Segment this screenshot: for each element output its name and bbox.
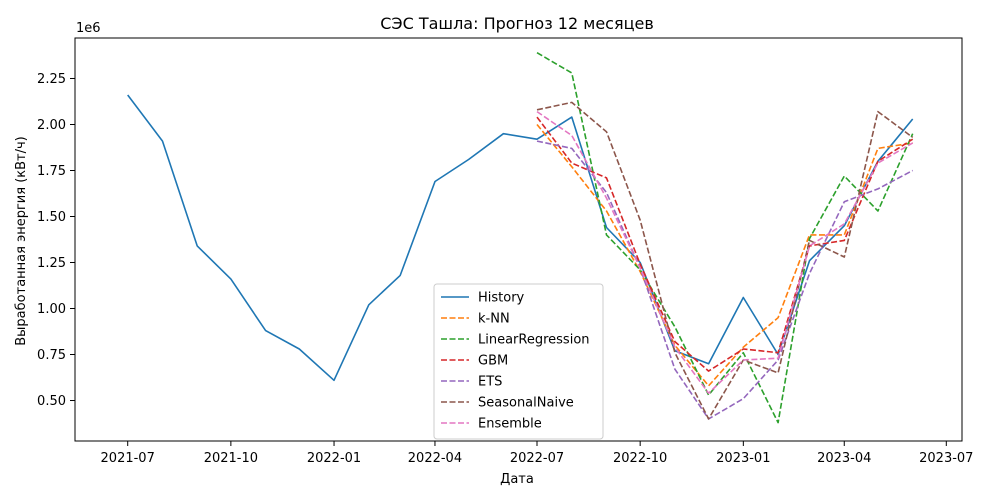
- x-tick-label: 2022-07: [510, 451, 564, 466]
- series-line-ensemble: [536, 110, 914, 395]
- y-tick-label: 1.00: [37, 302, 66, 317]
- legend-entry-label: LinearRegression: [478, 333, 590, 348]
- x-axis: 2021-07 2021-10 2022-01 2022-04 2022-07 2022-…: [101, 441, 973, 466]
- legend-entry-label: ETS: [478, 375, 502, 390]
- x-tick-label: 2021-07: [101, 451, 155, 466]
- y-offset-label: 1e6: [76, 21, 101, 36]
- legend: History k-NN LinearRegression GBM ETS Seasona…: [433, 283, 604, 440]
- y-tick-label: 1.25: [37, 256, 66, 271]
- x-tick-label: 2023-04: [817, 451, 871, 466]
- y-tick-label: 2.25: [37, 72, 66, 87]
- series-line-linearregression: [536, 52, 914, 424]
- x-axis-label: Дата: [500, 472, 534, 487]
- y-tick-label: 1.75: [37, 164, 66, 179]
- legend-entry-label: GBM: [478, 354, 508, 369]
- y-axis-label: Выработанная энергия (кВт/ч): [14, 136, 29, 346]
- chart-title: СЭС Ташла: Прогноз 12 месяцев: [380, 14, 654, 33]
- x-tick-label: 2022-01: [307, 451, 361, 466]
- y-tick-label: 1.50: [37, 210, 66, 225]
- x-tick-label: 2022-04: [408, 451, 462, 466]
- x-tick-label: 2023-01: [716, 451, 770, 466]
- y-axis: 0.50 0.75 1.00 1.25 1.50 1.75 2.00 2.25: [37, 72, 75, 409]
- legend-entry-label: k-NN: [478, 312, 510, 327]
- x-tick-label: 2023-07: [919, 451, 973, 466]
- y-tick-label: 2.00: [37, 118, 66, 133]
- plot-frame: [74, 37, 963, 442]
- legend-entry-label: Ensemble: [478, 417, 542, 432]
- series-layer: [127, 52, 914, 424]
- y-tick-label: 0.75: [37, 348, 66, 363]
- x-tick-label: 2021-10: [204, 451, 258, 466]
- legend-entry-label: History: [478, 291, 525, 306]
- x-tick-label: 2022-10: [613, 451, 667, 466]
- legend-box: [433, 283, 604, 440]
- legend-entry-label: SeasonalNaive: [478, 396, 574, 411]
- series-line-k-nn: [536, 123, 913, 387]
- series-line-gbm: [536, 116, 914, 372]
- series-line-seasonalnaive: [536, 101, 914, 420]
- y-tick-label: 0.50: [37, 394, 66, 409]
- series-line-ets: [536, 140, 914, 420]
